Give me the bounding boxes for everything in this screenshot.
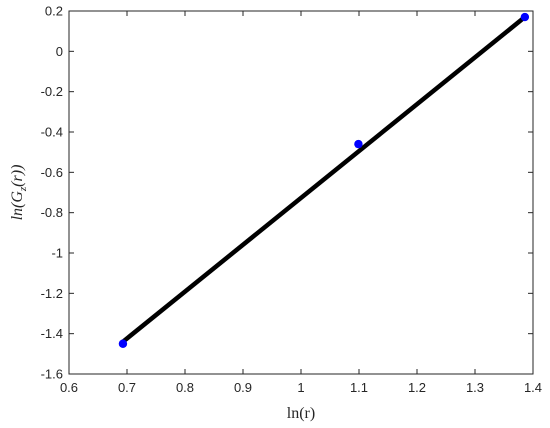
- x-tick-label: 1.2: [408, 380, 426, 395]
- x-axis-label: ln(r): [287, 405, 315, 422]
- data-point: [354, 139, 363, 149]
- y-axis-label: ln(Gz(r)): [9, 165, 29, 221]
- fit-line: [121, 15, 527, 344]
- series-layer: [118, 12, 530, 348]
- x-tick-label: 1.3: [466, 380, 484, 395]
- y-tick-label: 0: [56, 44, 63, 59]
- x-tick-label: 1.4: [524, 380, 542, 395]
- y-tick-label: -0.4: [41, 125, 63, 140]
- plot-area: 0.6 0.7 0.8 0.9 1 1.1 1.2 1.3 1.4 0.2 0 -0.2 -0.4 -0…: [41, 4, 542, 396]
- x-tick-label: 0.6: [60, 380, 78, 395]
- x-axis-ticks: 0.6 0.7 0.8 0.9 1 1.1 1.2 1.3 1.4: [60, 11, 542, 395]
- y-tick-label: -1: [51, 246, 63, 261]
- y-axis-label-subscript: z: [17, 186, 29, 192]
- y-axis-ticks: 0.2 0 -0.2 -0.4 -0.6 -0.8 -1 -1.2 -1.4 -1.6: [41, 4, 533, 382]
- x-tick-label: 0.7: [118, 380, 136, 395]
- y-tick-label: -0.6: [41, 165, 63, 180]
- y-axis-label-suffix: (r)): [9, 165, 26, 187]
- x-tick-label: 1.1: [350, 380, 368, 395]
- y-tick-label: -0.8: [41, 205, 63, 220]
- y-tick-label: -1.2: [41, 286, 63, 301]
- y-tick-label: 0.2: [45, 4, 63, 19]
- data-point: [118, 339, 128, 348]
- data-point: [520, 12, 530, 22]
- y-tick-label: -1.4: [41, 326, 63, 341]
- x-tick-label: 0.8: [176, 380, 194, 395]
- x-tick-label: 1: [297, 380, 304, 395]
- y-tick-label: -1.6: [41, 367, 63, 382]
- y-axis-label-prefix: ln(G: [9, 191, 26, 221]
- y-tick-label: -0.2: [41, 84, 63, 99]
- x-tick-label: 0.9: [234, 380, 252, 395]
